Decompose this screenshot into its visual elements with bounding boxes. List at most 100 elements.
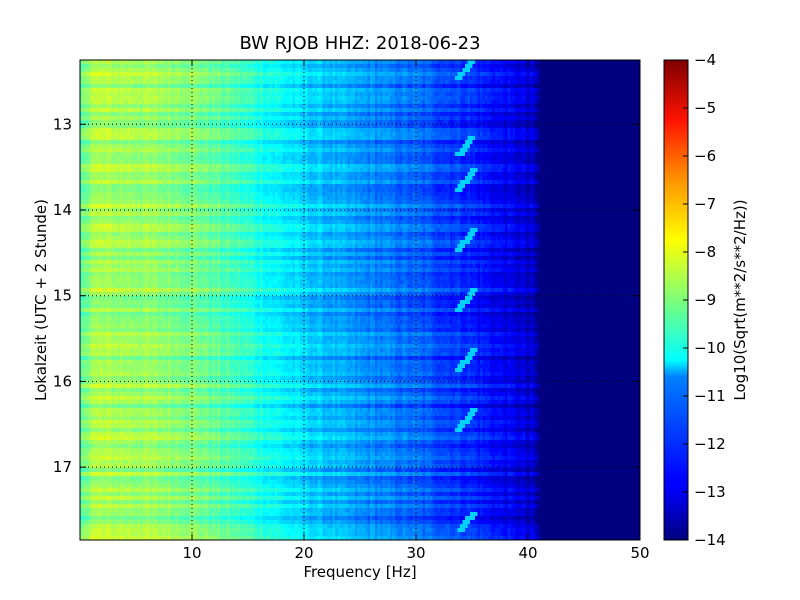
heatmap-cell	[290, 136, 293, 140]
heatmap-cell	[365, 88, 368, 92]
heatmap-cell	[128, 140, 131, 144]
heatmap-cell	[165, 100, 168, 104]
heatmap-cell	[198, 104, 201, 108]
heatmap-cell	[220, 80, 223, 84]
heatmap-cell	[615, 76, 618, 80]
heatmap-cell	[613, 140, 616, 144]
heatmap-cell	[305, 72, 308, 76]
heatmap-cell	[503, 116, 506, 120]
heatmap-cell	[313, 92, 316, 96]
heatmap-cell	[90, 60, 93, 64]
heatmap-cell	[178, 72, 181, 76]
heatmap-cell	[370, 72, 373, 76]
heatmap-cell	[395, 92, 398, 96]
heatmap-cell	[468, 108, 471, 112]
heatmap-cell	[93, 88, 96, 92]
heatmap-cell	[170, 88, 173, 92]
heatmap-cell	[160, 68, 163, 72]
heatmap-cell	[150, 128, 153, 132]
heatmap-cell	[608, 80, 611, 84]
heatmap-cell	[125, 76, 128, 80]
heatmap-cell	[613, 120, 616, 124]
heatmap-cell	[530, 120, 533, 124]
heatmap-cell	[410, 108, 413, 112]
heatmap-cell	[405, 92, 408, 96]
heatmap-cell	[123, 128, 126, 132]
heatmap-cell	[345, 60, 348, 64]
heatmap-cell	[620, 84, 623, 88]
heatmap-cell	[145, 132, 148, 136]
heatmap-cell	[138, 92, 141, 96]
heatmap-cell	[373, 116, 376, 120]
heatmap-cell	[180, 140, 183, 144]
heatmap-cell	[178, 132, 181, 136]
heatmap-cell	[403, 68, 406, 72]
heatmap-cell	[455, 72, 458, 76]
heatmap-cell	[205, 68, 208, 72]
heatmap-cell	[553, 144, 556, 148]
heatmap-cell	[370, 76, 373, 80]
heatmap-cell	[615, 128, 618, 132]
heatmap-cell	[435, 92, 438, 96]
heatmap-cell	[420, 116, 423, 120]
heatmap-cell	[568, 136, 571, 140]
heatmap-cell	[433, 140, 436, 144]
heatmap-cell	[478, 116, 481, 120]
heatmap-cell	[98, 88, 101, 92]
heatmap-cell	[383, 104, 386, 108]
heatmap-cell	[503, 128, 506, 132]
heatmap-cell	[468, 72, 471, 76]
heatmap-cell	[478, 140, 481, 144]
heatmap-cell	[138, 68, 141, 72]
heatmap-cell	[98, 64, 101, 68]
heatmap-cell	[250, 64, 253, 68]
heatmap-cell	[255, 80, 258, 84]
heatmap-cell	[295, 92, 298, 96]
heatmap-cell	[443, 60, 446, 64]
heatmap-cell	[233, 100, 236, 104]
heatmap-cell	[493, 144, 496, 148]
heatmap-cell	[128, 116, 131, 120]
heatmap-cell	[265, 92, 268, 96]
heatmap-cell	[425, 124, 428, 128]
heatmap-cell	[605, 140, 608, 144]
heatmap-cell	[168, 132, 171, 136]
heatmap-cell	[130, 132, 133, 136]
heatmap-cell	[338, 92, 341, 96]
heatmap-cell	[335, 144, 338, 148]
heatmap-cell	[348, 140, 351, 144]
heatmap-cell	[555, 144, 558, 148]
heatmap-cell	[560, 108, 563, 112]
heatmap-cell	[535, 144, 538, 148]
heatmap-cell	[390, 96, 393, 100]
heatmap-cell	[243, 120, 246, 124]
heatmap-cell	[338, 68, 341, 72]
heatmap-cell	[233, 140, 236, 144]
heatmap-cell	[365, 100, 368, 104]
heatmap-cell	[160, 120, 163, 124]
heatmap-cell	[635, 68, 638, 72]
heatmap-cell	[520, 108, 523, 112]
heatmap-cell	[413, 116, 416, 120]
heatmap-cell	[110, 108, 113, 112]
heatmap-cell	[203, 128, 206, 132]
heatmap-cell	[295, 116, 298, 120]
heatmap-cell	[188, 60, 191, 64]
heatmap-cell	[298, 140, 301, 144]
heatmap-cell	[143, 128, 146, 132]
heatmap-cell	[513, 100, 516, 104]
heatmap-cell	[578, 132, 581, 136]
heatmap-cell	[103, 136, 106, 140]
heatmap-cell	[278, 136, 281, 140]
heatmap-cell	[593, 136, 596, 140]
heatmap-cell	[290, 140, 293, 144]
heatmap-cell	[490, 144, 493, 148]
heatmap-cell	[225, 72, 228, 76]
heatmap-cell	[535, 100, 538, 104]
heatmap-cell	[420, 128, 423, 132]
heatmap-cell	[140, 140, 143, 144]
heatmap-cell	[483, 68, 486, 72]
heatmap-cell	[378, 64, 381, 68]
heatmap-cell	[493, 72, 496, 76]
heatmap-cell	[383, 68, 386, 72]
